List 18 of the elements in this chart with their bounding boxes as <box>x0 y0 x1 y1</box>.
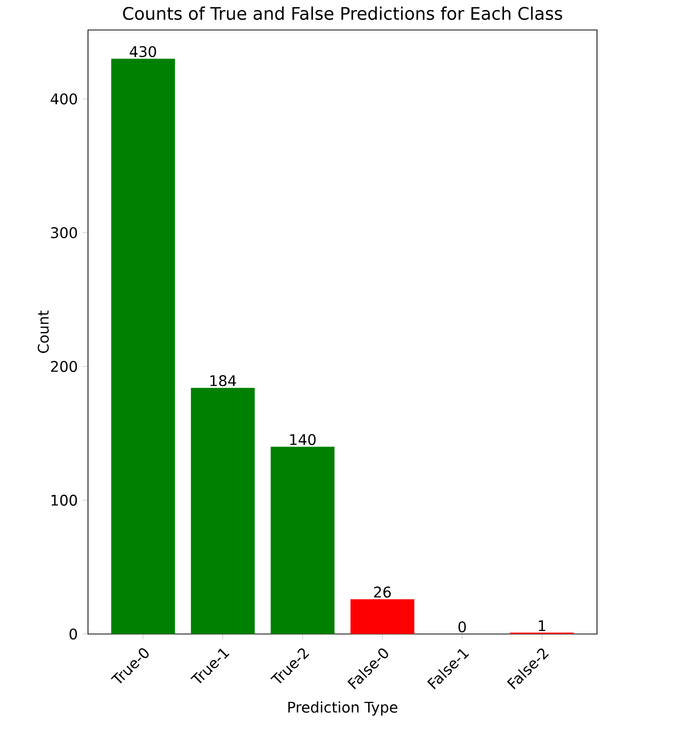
data-label: 184 <box>210 375 236 386</box>
bar <box>190 388 255 634</box>
y-tick-label: 200 <box>51 360 77 372</box>
chart-title: Counts of True and False Predictions for Each Class <box>123 6 562 20</box>
x-axis-title: Prediction Type <box>288 701 398 716</box>
y-axis-title: Count <box>38 310 49 353</box>
data-label: 430 <box>130 46 156 58</box>
data-label: 1 <box>538 620 546 632</box>
y-tick-label: 0 <box>70 628 77 640</box>
data-label: 0 <box>458 621 466 632</box>
bar <box>350 599 414 634</box>
data-label: 26 <box>374 586 391 598</box>
y-tick-label: 300 <box>51 227 77 238</box>
bar <box>270 446 335 634</box>
data-label: 140 <box>290 434 316 446</box>
y-tick-label: 400 <box>50 93 77 104</box>
bar <box>111 58 175 634</box>
y-tick-label: 100 <box>52 494 77 506</box>
